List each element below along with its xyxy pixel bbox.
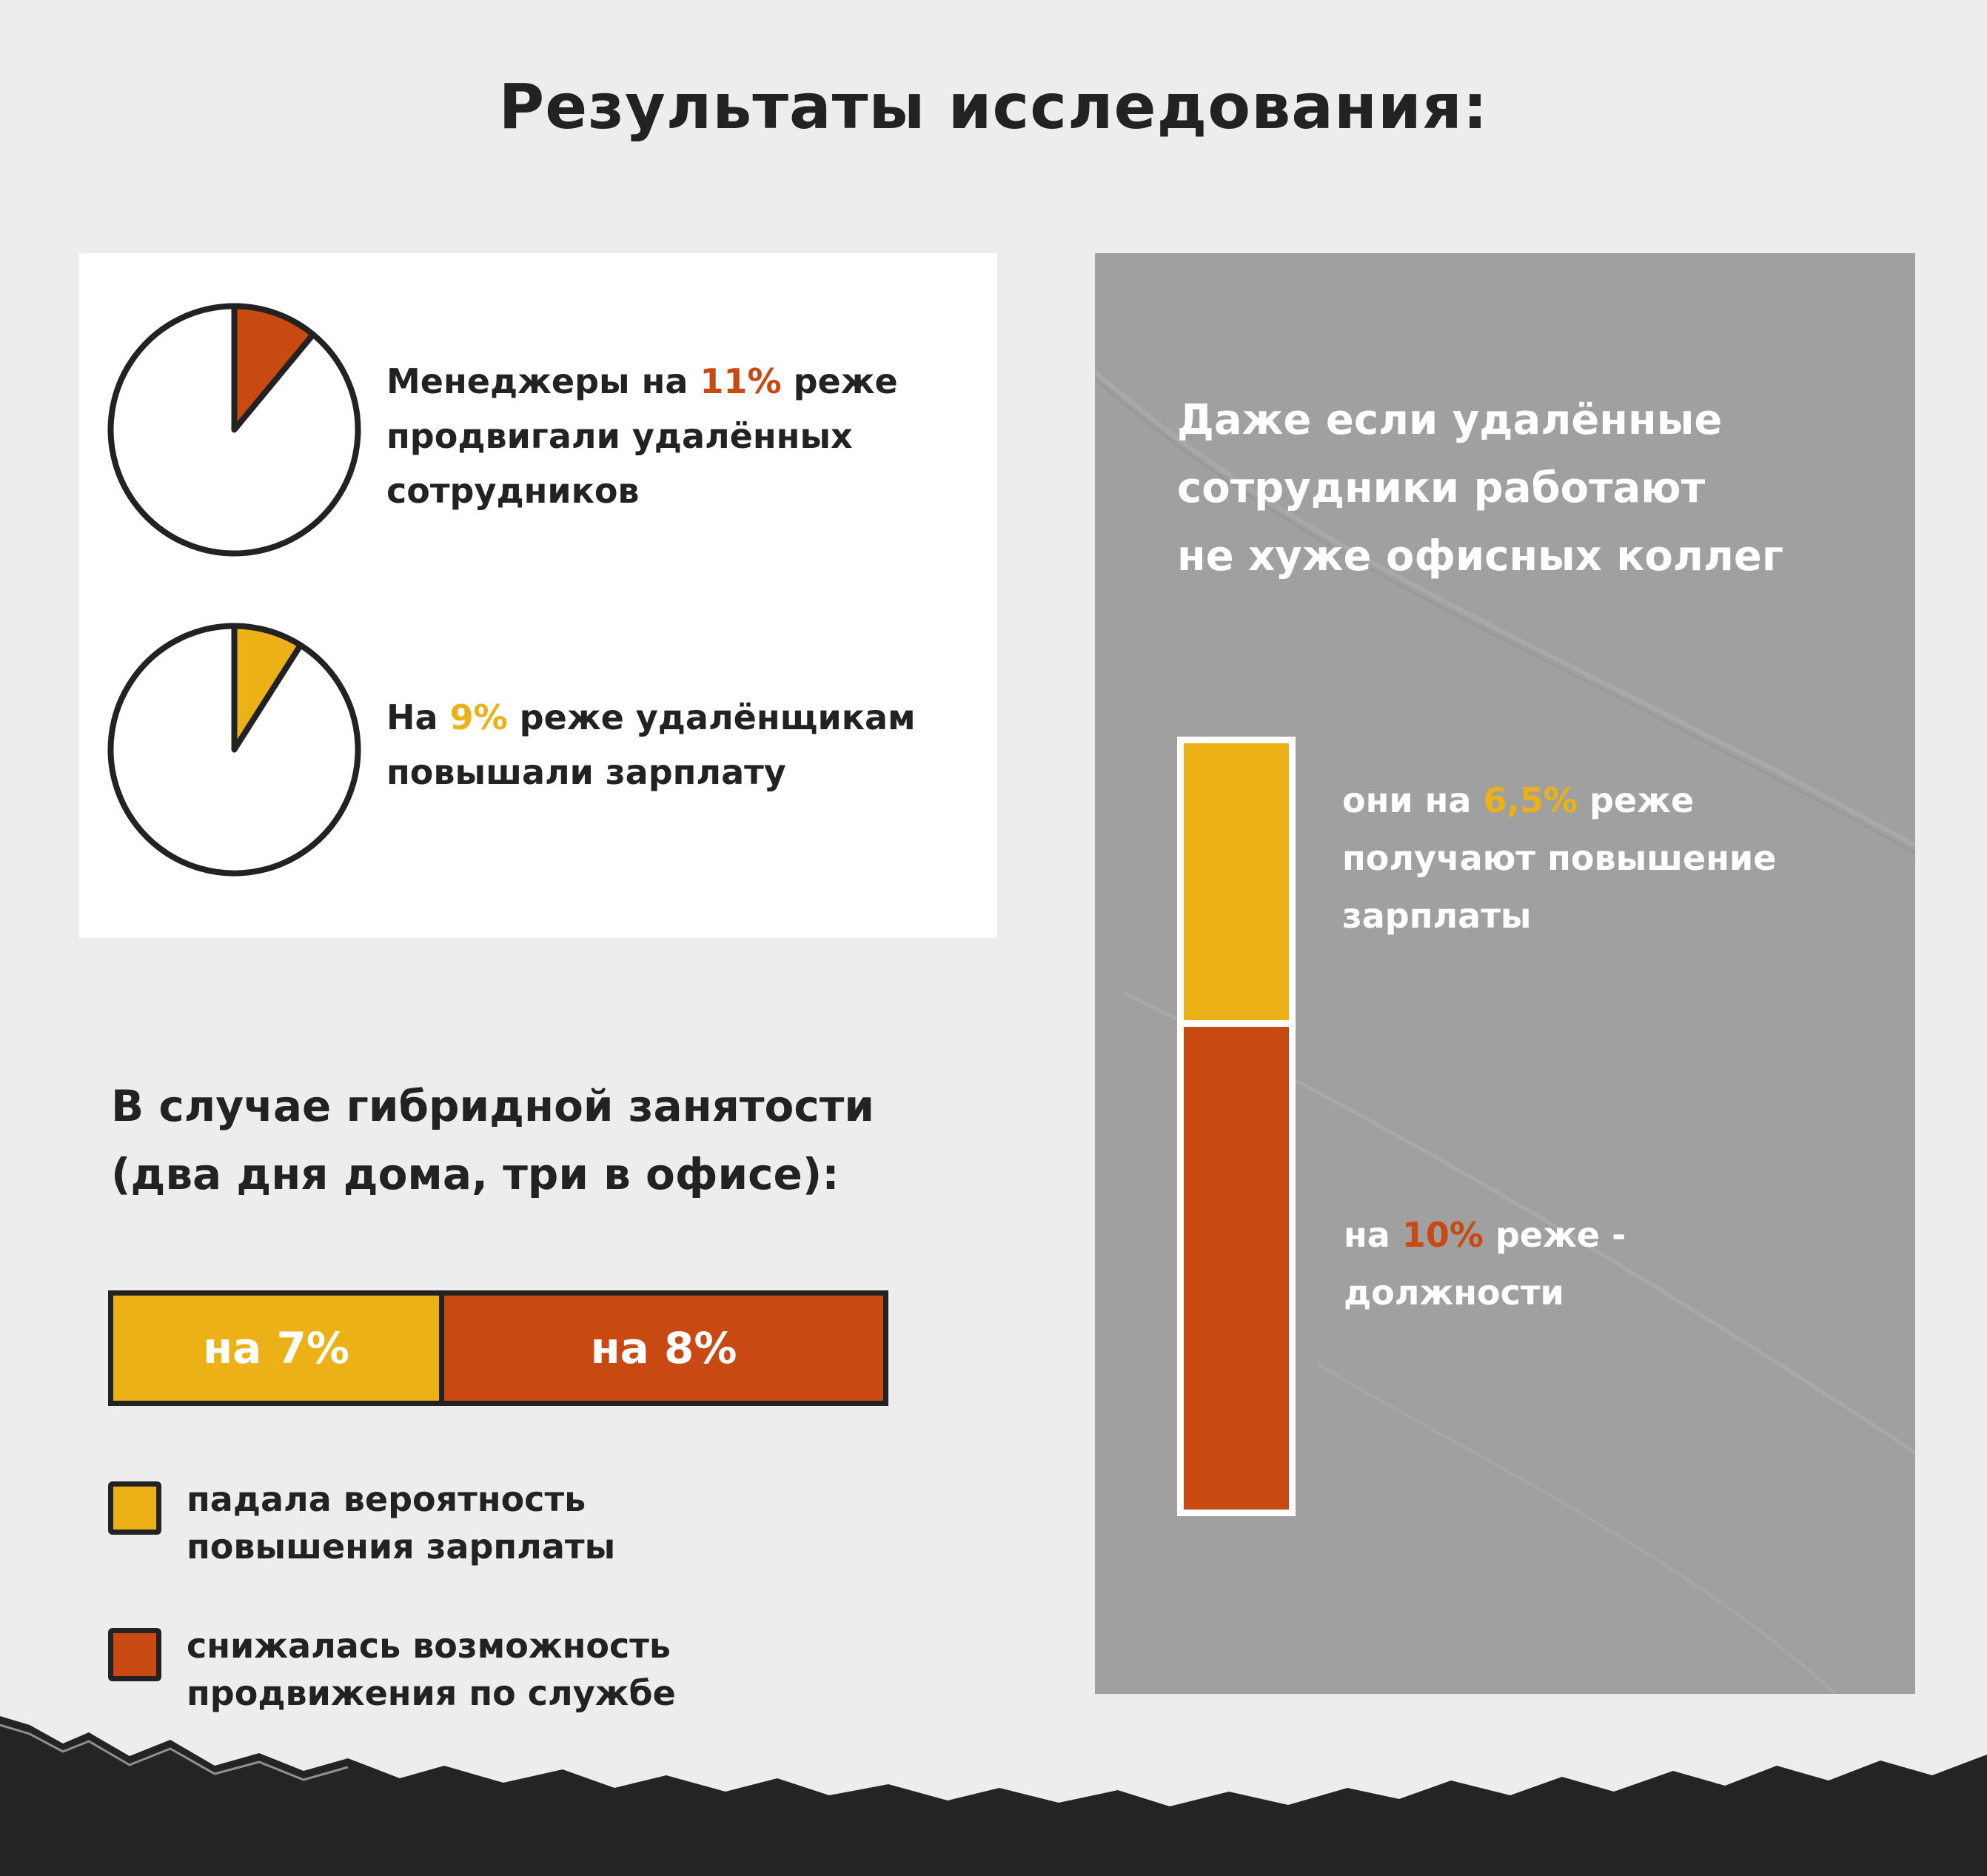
legend-text-promotion: снижалась возможность продвижения по слу… [187,1622,676,1717]
legend-salary-line2: повышения зарплаты [187,1527,616,1567]
stat-promotion-text: Менеджеры на 11% реже продвигали удалённ… [386,354,898,518]
remote-headline-line1: Даже если удалённые [1177,396,1723,444]
remote-headline-line3: не хуже офисных коллег [1177,532,1784,580]
remote-position-text: на 10% реже - должности [1344,1206,1626,1321]
stat-salary-text: На 9% реже удалёнщикам повышали зарплату [386,690,916,800]
hybrid-bar-segment-salary: на 7% [113,1296,444,1401]
pie-chart-promotion [107,303,361,557]
hybrid-bar-label-promotion: на 8% [590,1323,737,1373]
pie-chart-salary [107,623,361,877]
legend-text-salary: падала вероятность повышения зарплаты [187,1475,615,1570]
legend-salary-line1: падала вероятность [187,1479,586,1519]
remote-position-post: реже - [1483,1215,1626,1255]
legend-swatch-orange [108,1628,161,1681]
legend-promotion-line1: снижалась возможность [187,1626,671,1666]
stat-promotion-post: реже [781,361,898,401]
stat-promotion-value: 11% [700,361,782,401]
stat-promotion-line2: продвигали удалённых [386,416,853,456]
hybrid-title-line1: В случае гибридной занятости [111,1081,875,1131]
stat-salary-line2: повышали зарплату [386,752,786,792]
legend-item-promotion: снижалась возможность продвижения по слу… [108,1622,676,1717]
remote-workers-panel: Даже если удалённые сотрудники работают … [1095,253,1915,1694]
legend-item-salary: падала вероятность повышения зарплаты [108,1475,615,1570]
remote-salary-line3: зарплаты [1342,896,1532,936]
pie-slice-salary-rest [107,623,361,877]
remote-position-line2: должности [1344,1273,1564,1313]
stat-promotion-line3: сотрудников [386,471,640,511]
remote-position-pre: на [1344,1215,1402,1255]
page-title: Результаты исследования: [498,70,1489,143]
remote-salary-pre: они на [1342,780,1484,820]
pie-slice-promotion-rest [107,303,361,557]
hybrid-stacked-bar: на 7% на 8% [108,1290,888,1406]
pie-slice-promotion-11 [231,303,316,433]
paper-crease-texture [1095,369,1915,1694]
stat-salary-value: 9% [449,697,508,737]
remote-bar-segment-position [1184,1027,1289,1510]
stat-salary-post: реже удалёнщикам [507,697,916,737]
remote-headline-line2: сотрудники работают [1177,464,1706,512]
hybrid-title-line2: (два дня дома, три в офисе): [111,1149,840,1199]
remote-bar-segment-salary [1184,743,1289,1027]
remote-vertical-stacked-bar [1177,737,1296,1516]
stat-salary-pre: На [386,697,450,737]
remote-salary-value: 6,5% [1483,780,1578,820]
legend-promotion-line2: продвижения по службе [187,1673,676,1713]
stat-promotion-pre: Менеджеры на [386,361,700,401]
hybrid-bar-label-salary: на 7% [203,1323,349,1373]
remote-panel-headline: Даже если удалённые сотрудники работают … [1177,386,1783,591]
remote-salary-text: они на 6,5% реже получают повышение зарп… [1342,771,1776,945]
hybrid-bar-segment-promotion: на 8% [444,1296,883,1401]
remote-salary-line2: получают повышение [1342,838,1777,878]
legend-swatch-yellow [108,1481,161,1535]
hybrid-section-title: В случае гибридной занятости (два дня до… [111,1072,874,1208]
remote-position-value: 10% [1401,1215,1484,1255]
remote-salary-post: реже [1578,780,1695,820]
